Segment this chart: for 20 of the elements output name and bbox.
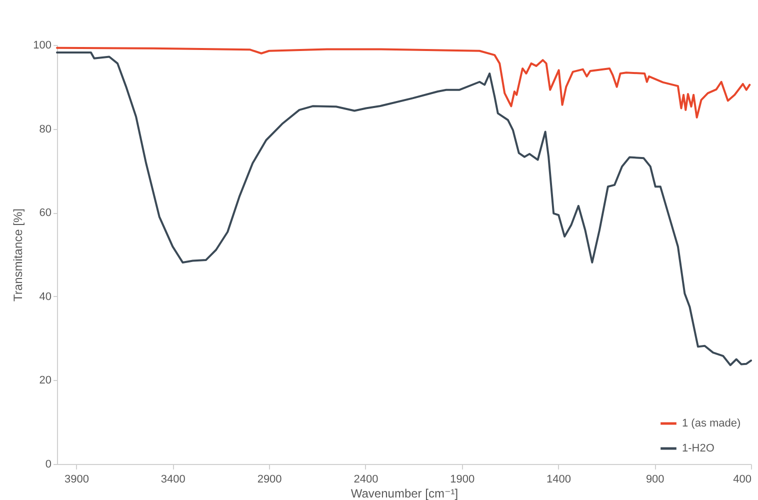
y-tick-label: 80 xyxy=(39,123,52,136)
y-tick-label: 60 xyxy=(39,207,52,220)
line-series xyxy=(56,46,751,118)
x-axis-title: Wavenumber [cm⁻¹] xyxy=(350,486,458,500)
legend-label: 1 (as made) xyxy=(682,418,741,430)
x-tick-label: 1900 xyxy=(450,474,475,486)
x-tick-label: 1400 xyxy=(546,474,571,486)
line-series xyxy=(56,52,752,366)
legend-label: 1-H2O xyxy=(682,442,715,454)
y-tick-label: 100 xyxy=(33,40,52,52)
x-tick-label: 900 xyxy=(646,474,664,486)
x-tick-label: 3400 xyxy=(160,474,186,486)
x-tick-label: 400 xyxy=(733,474,752,486)
x-tick-label: 2400 xyxy=(354,474,378,486)
y-tick-label: 40 xyxy=(39,290,52,303)
y-tick-label: 0 xyxy=(45,458,52,470)
y-axis-title: Transmitance [%] xyxy=(11,208,26,302)
x-tick-label: 2900 xyxy=(257,474,282,486)
y-tick-label: 20 xyxy=(39,374,52,387)
x-tick-label: 3900 xyxy=(64,474,90,486)
